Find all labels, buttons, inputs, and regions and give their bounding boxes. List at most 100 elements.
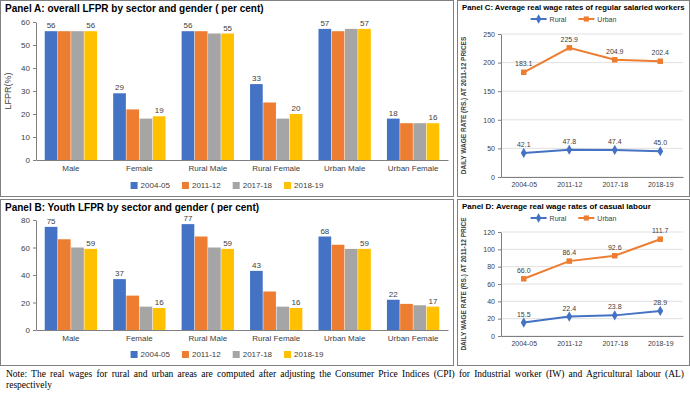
marker [566,145,572,155]
y-tick-mark [498,91,501,92]
panel-frame [1,1,454,197]
y-tick: 0 [26,326,36,335]
x-tick: Rural Female [252,330,301,343]
y-tick-label: 50 [21,41,30,50]
y-tick: 80 [487,263,501,270]
legend-label: Rural [550,215,567,222]
data-labels: 42.147.847.445.0183.1225.9204.9202.4 [515,36,669,148]
panel: Panel C: Average real wage rates of regu… [458,1,690,197]
data-label: 86.4 [562,249,576,256]
y-tick-mark [498,34,501,35]
line-series [521,306,663,328]
bar [358,29,371,160]
bar [345,29,358,160]
marker [612,145,618,155]
y-tick: 60 [487,281,501,288]
title: Panel A: overall LFPR by sector and gend… [5,3,264,14]
y-tick-label: 30 [21,87,30,96]
bar [318,29,331,160]
y-axis-line [36,221,37,331]
y-tick: 40 [21,271,36,280]
y-tick-label: 0 [491,333,495,340]
marker [612,57,617,62]
legend-label: 2004-05 [141,350,171,359]
legend-marker [536,14,541,23]
x-axis: 2004-052011-122017-182018-19 [502,336,684,347]
x-tick-label: Male [62,334,80,343]
y-axis: 050100150200250 [483,31,501,181]
line-series [521,45,663,75]
marker [521,276,526,281]
y-tick: 50 [487,145,501,152]
y-tick-label: 40 [21,64,30,73]
x-axis-line [502,177,684,178]
panel: Panel D: Average real wage rates of casu… [458,200,690,366]
legend-swatch [131,351,138,358]
y-axis-line [501,35,502,178]
x-tick: 2004-05 [511,177,537,188]
marker [566,311,572,321]
marker [567,258,572,263]
x-axis: MaleFemaleRural MaleRural FemaleUrban Ma… [37,330,449,343]
bar [387,119,400,160]
y-tick-mark [498,63,501,64]
legend-swatch [182,182,189,189]
data-label: 47.8 [562,138,576,145]
panel-frame [458,1,690,197]
x-tick: Rural Male [188,330,227,343]
y-tick-label: 40 [487,298,495,305]
bar [276,307,289,330]
y-tick-mark [33,45,36,46]
y-tick-mark [33,68,36,69]
bar [413,305,426,330]
y-tick-label: 50 [487,145,495,152]
bar [332,31,345,160]
bar [318,237,331,331]
x-tick: 2017-18 [602,336,628,347]
legend-swatch [233,182,240,189]
y-tick: 20 [21,110,36,119]
legend-item: 2018-19 [284,350,324,359]
legend-swatch [233,351,240,358]
x-tick-label: 2017-18 [602,181,628,188]
legend-label: 2017-18 [243,181,273,190]
bar [58,31,71,160]
x-tick-label: 2018-19 [648,181,674,188]
legend-label: Rural [550,16,567,23]
y-axis: 020406080 [21,216,36,335]
y-axis: 0102030405060 [21,18,36,165]
y-tick: 60 [21,244,36,253]
data-label: 204.9 [606,48,624,55]
y-tick-mark [498,301,501,302]
x-axis-line [502,336,684,337]
marker [521,148,527,158]
y-tick-label: 60 [21,244,30,253]
y-tick: 20 [487,315,501,322]
y-axis-line [36,23,37,161]
y-tick: 40 [21,64,36,73]
plot-area [521,236,663,327]
line [524,311,661,323]
plot-area [45,29,440,160]
data-label: 57 [320,19,329,28]
y-tick: 60 [21,18,36,27]
y-tick-mark [498,148,501,149]
y-tick-label: 120 [483,229,495,236]
legend-item: 2017-18 [233,181,273,190]
bar [126,109,139,160]
x-tick: Rural Female [252,160,301,173]
bar [250,271,263,330]
legend-label: 2011-12 [192,181,221,190]
data-label: 37 [115,269,124,278]
x-axis-line [37,330,449,331]
bar [276,119,289,160]
y-tick-mark [33,248,36,249]
data-label: 22 [389,290,398,299]
data-label: 68 [320,227,329,236]
bar [345,249,358,330]
data-label: 19 [155,106,164,115]
legend-swatch [131,182,138,189]
bar [263,292,276,331]
data-label: 16 [155,298,164,307]
panel: Panel A: overall LFPR by sector and gend… [1,1,454,197]
